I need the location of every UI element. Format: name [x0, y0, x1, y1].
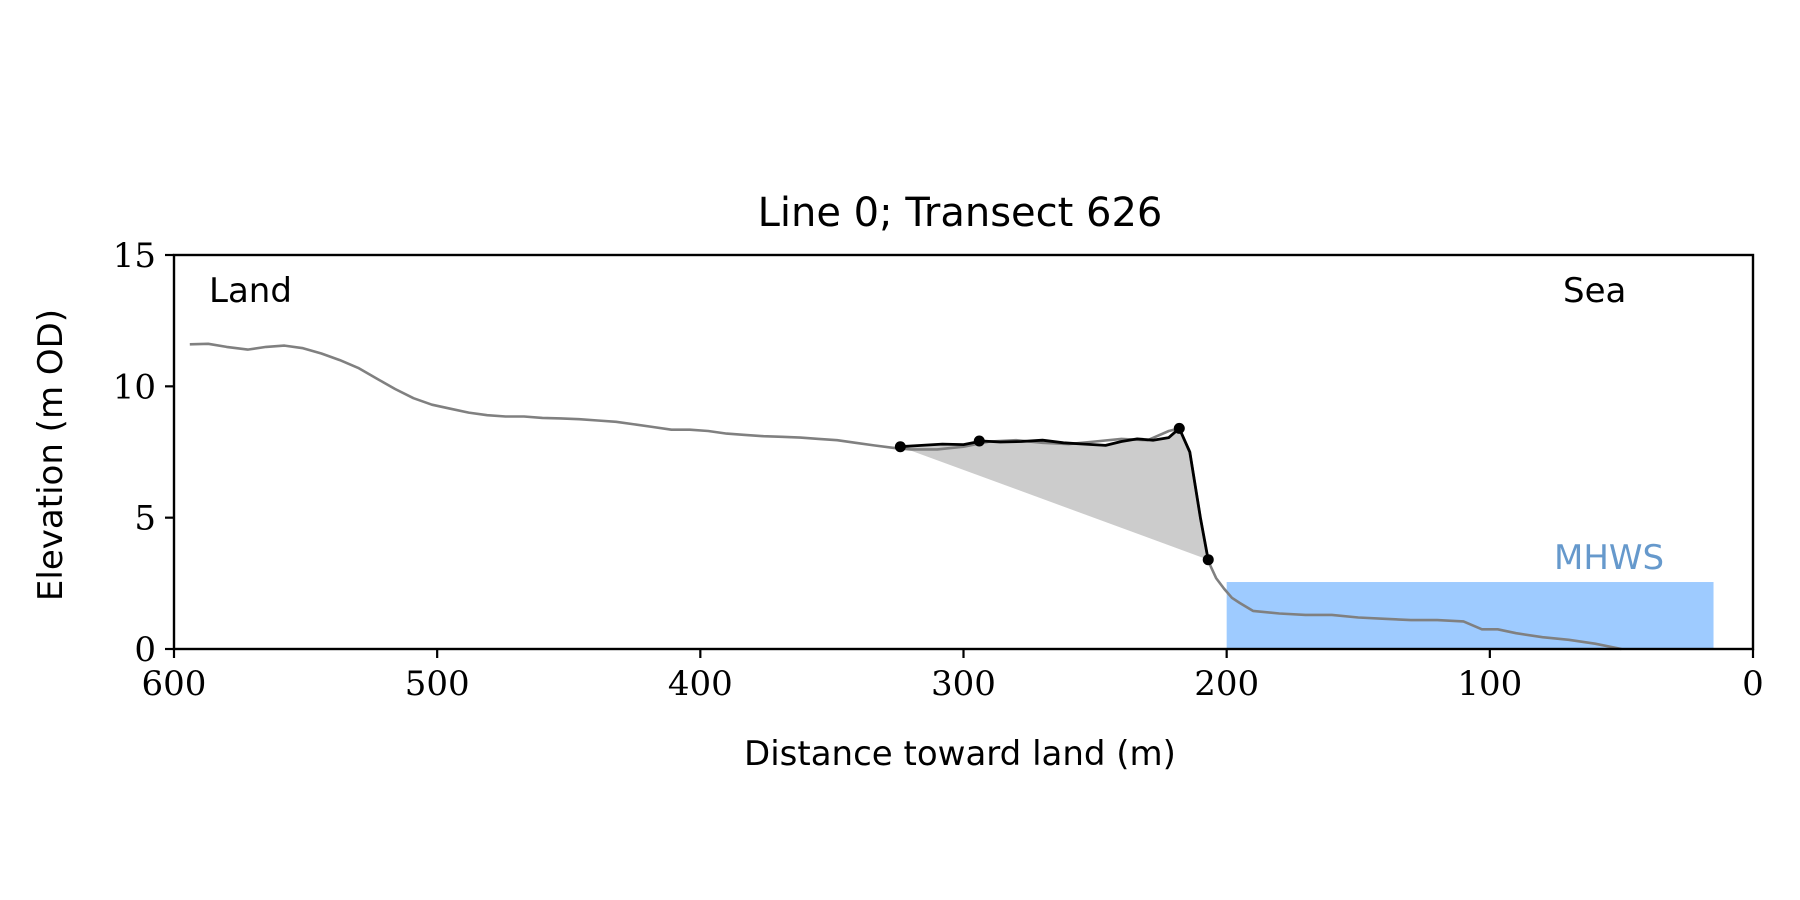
beach-profile-line [189, 342, 1622, 651]
dune-marker-point [1202, 554, 1214, 566]
x-tick-label: 500 [405, 664, 470, 704]
sea-annotation: Sea [1563, 271, 1626, 311]
land-annotation: Land [209, 271, 292, 311]
dune-marker-point [894, 441, 906, 453]
x-tick-label: 0 [1742, 664, 1764, 704]
axes: 600 500 400 300 200 100 0 0 5 10 15 [113, 236, 1764, 704]
y-tick-label: 5 [134, 499, 156, 539]
dune-marker-point [973, 435, 985, 447]
x-tick-label: 600 [142, 664, 207, 704]
x-axis-label: Distance toward land (m) [744, 734, 1176, 774]
x-tick-label: 200 [1194, 664, 1259, 704]
y-tick-label: 10 [113, 367, 156, 407]
x-tick-label: 400 [668, 664, 733, 704]
x-tick-label: 100 [1457, 664, 1522, 704]
x-tick-label: 300 [931, 664, 996, 704]
dune-marker-point [1173, 422, 1185, 434]
y-tick-label: 15 [113, 236, 156, 276]
mhws-label: MHWS [1554, 538, 1664, 578]
y-tick-label: 0 [134, 630, 156, 670]
chart-title: Line 0; Transect 626 [758, 190, 1163, 236]
plot-area [189, 342, 1714, 651]
y-axis-label: Elevation (m OD) [31, 309, 71, 601]
dune-volume-fill [900, 428, 1209, 560]
